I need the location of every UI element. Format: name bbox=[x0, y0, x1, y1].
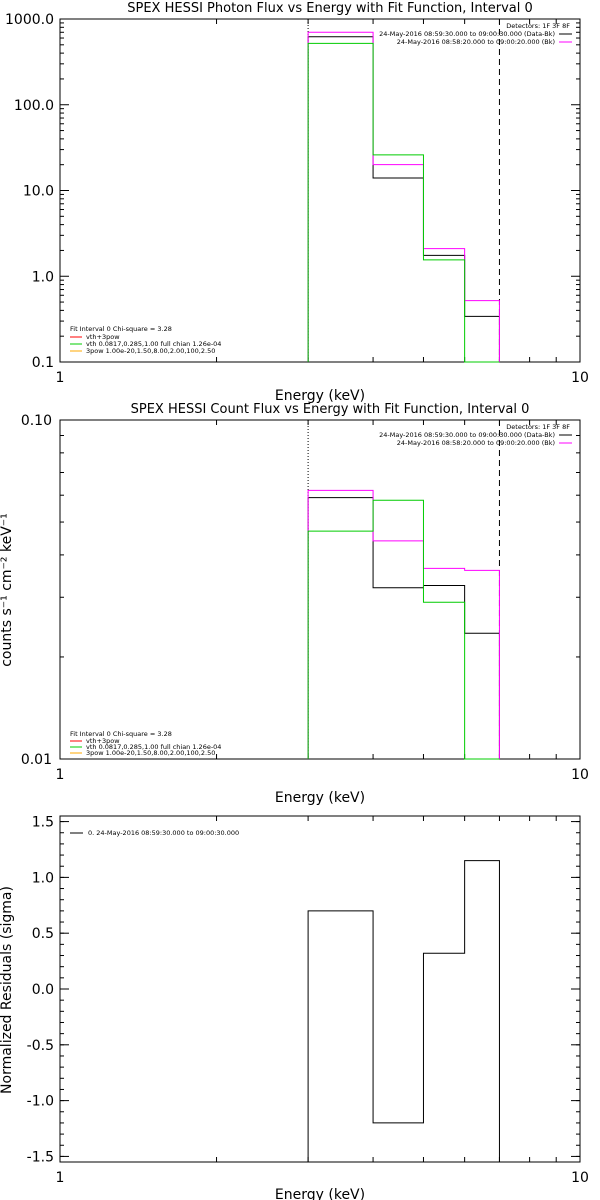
photon-flux-ytick-label: 1.0 bbox=[32, 269, 54, 285]
photon-flux-xtick-label-10: 10 bbox=[571, 370, 589, 386]
count-flux-ytick-label: 0.01 bbox=[21, 752, 52, 768]
photon-flux-fit-title: Fit Interval 0 Chi-square = 3.28 bbox=[70, 325, 172, 333]
residuals-ytick-label: -1.5 bbox=[27, 1149, 54, 1165]
residuals-ytick-label: 0.0 bbox=[32, 982, 54, 998]
photon-flux-series-1-step bbox=[307, 31, 500, 362]
count-flux-y-axis-label: counts s⁻¹ cm⁻² keV⁻¹ bbox=[0, 513, 15, 667]
count-flux-series bbox=[307, 420, 500, 760]
photon-flux-fit-vth: vth 0.0817,0.285,1.00 full chian 1.26e-0… bbox=[86, 340, 221, 348]
residuals-y-ticks: 1.5 1.0 0.5 0.0 -0.5 -1.0 -1.5 bbox=[27, 815, 580, 1165]
photon-flux-panel: SPEX HESSI Photon Flux vs Energy with Fi… bbox=[5, 1, 589, 404]
photon-flux-series bbox=[307, 19, 500, 363]
count-flux-x-ticks: 1 10 bbox=[56, 420, 589, 783]
photon-flux-xtick-label-1: 1 bbox=[56, 370, 65, 386]
photon-flux-series-0-step bbox=[307, 36, 500, 362]
residuals-series bbox=[307, 860, 500, 1162]
count-flux-fit-3pow: 3pow 1.00e-20,1.50,8.00,2.00,100,2.50 bbox=[86, 749, 215, 757]
count-flux-plot-frame bbox=[59, 419, 581, 760]
residuals-xtick-label-10: 10 bbox=[571, 1170, 589, 1186]
photon-flux-ytick-label: 1000.0 bbox=[5, 12, 54, 28]
photon-flux-x-axis-label: Energy (keV) bbox=[275, 388, 365, 404]
photon-flux-legend-bk: 24-May-2016 08:58:20.000 to 09:00:20.000… bbox=[397, 38, 555, 46]
residuals-xtick-label-1: 1 bbox=[56, 1170, 65, 1186]
count-flux-y-ticks: 0.10 0.01 bbox=[21, 413, 580, 768]
photon-flux-detectors-label: Detectors: 1F 3F 8F bbox=[506, 22, 570, 30]
count-flux-series-2-step bbox=[307, 499, 500, 760]
count-flux-fit-vth: vth 0.0817,0.285,1.00 full chian 1.26e-0… bbox=[86, 743, 221, 751]
count-flux-panel: SPEX HESSI Count Flux vs Energy with Fit… bbox=[0, 402, 589, 806]
count-flux-detectors-label: Detectors: 1F 3F 8F bbox=[506, 423, 570, 431]
count-flux-xtick-label-10: 10 bbox=[571, 767, 589, 783]
photon-flux-plot-frame bbox=[59, 18, 581, 363]
photon-flux-fit-legend: Fit Interval 0 Chi-square = 3.28 vth+3po… bbox=[70, 325, 221, 355]
residuals-x-axis-label: Energy (keV) bbox=[275, 1187, 365, 1200]
residuals-ytick-label: -0.5 bbox=[27, 1038, 54, 1054]
photon-flux-y-ticks: 1000.0 100.0 10.0 1.0 0.1 bbox=[5, 12, 580, 371]
photon-flux-ytick-label: 100.0 bbox=[14, 98, 54, 114]
count-flux-xtick-label-1: 1 bbox=[56, 767, 65, 783]
count-flux-x-axis-label: Energy (keV) bbox=[275, 790, 365, 806]
residuals-plot-frame bbox=[59, 815, 581, 1163]
count-flux-fit-legend: Fit Interval 0 Chi-square = 3.28 vth+3po… bbox=[70, 730, 221, 757]
count-flux-fit-vth3pow: vth+3pow bbox=[86, 737, 120, 745]
photon-flux-title: SPEX HESSI Photon Flux vs Energy with Fi… bbox=[127, 1, 533, 16]
count-flux-ytick-label: 0.10 bbox=[21, 413, 52, 429]
residuals-legend: 0. 24-May-2016 08:59:30.000 to 09:00:30.… bbox=[70, 829, 239, 837]
photon-flux-fit-3pow: 3pow 1.00e-20,1.50,8.00,2.00,100,2.50 bbox=[86, 347, 215, 355]
residuals-series-0-step bbox=[307, 860, 500, 1162]
photon-flux-legend-data-bk: 24-May-2016 08:59:30.000 to 09:00:30.000… bbox=[379, 30, 555, 38]
residuals-ytick-label: 1.5 bbox=[32, 815, 54, 831]
photon-flux-ytick-label: 0.1 bbox=[32, 355, 54, 371]
count-flux-top-legend: Detectors: 1F 3F 8F 24-May-2016 08:59:30… bbox=[379, 423, 572, 447]
residuals-ytick-label: 0.5 bbox=[32, 926, 54, 942]
count-flux-legend-data-bk: 24-May-2016 08:59:30.000 to 09:00:30.000… bbox=[379, 431, 555, 439]
count-flux-legend-bk: 24-May-2016 08:58:20.000 to 09:00:20.000… bbox=[397, 439, 555, 447]
residuals-legend-label: 0. 24-May-2016 08:59:30.000 to 09:00:30.… bbox=[88, 829, 239, 837]
photon-flux-top-legend: Detectors: 1F 3F 8F 24-May-2016 08:59:30… bbox=[379, 22, 572, 46]
count-flux-fit-title: Fit Interval 0 Chi-square = 3.28 bbox=[70, 730, 172, 738]
photon-flux-fit-vth3pow: vth+3pow bbox=[86, 333, 120, 341]
residuals-y-axis-label: Normalized Residuals (sigma) bbox=[0, 886, 15, 1094]
count-flux-series-0-step bbox=[307, 497, 500, 759]
residuals-panel: 1.5 1.0 0.5 0.0 -0.5 -1.0 -1.5 1 10 Energy (ke… bbox=[0, 815, 589, 1200]
residuals-x-ticks: 1 10 bbox=[56, 816, 589, 1186]
photon-flux-series-2-step bbox=[307, 42, 500, 363]
residuals-ytick-label: 1.0 bbox=[32, 870, 54, 886]
count-flux-title: SPEX HESSI Count Flux vs Energy with Fit… bbox=[131, 402, 530, 417]
residuals-ytick-label: -1.0 bbox=[27, 1094, 54, 1110]
photon-flux-ytick-label: 10.0 bbox=[23, 184, 54, 200]
